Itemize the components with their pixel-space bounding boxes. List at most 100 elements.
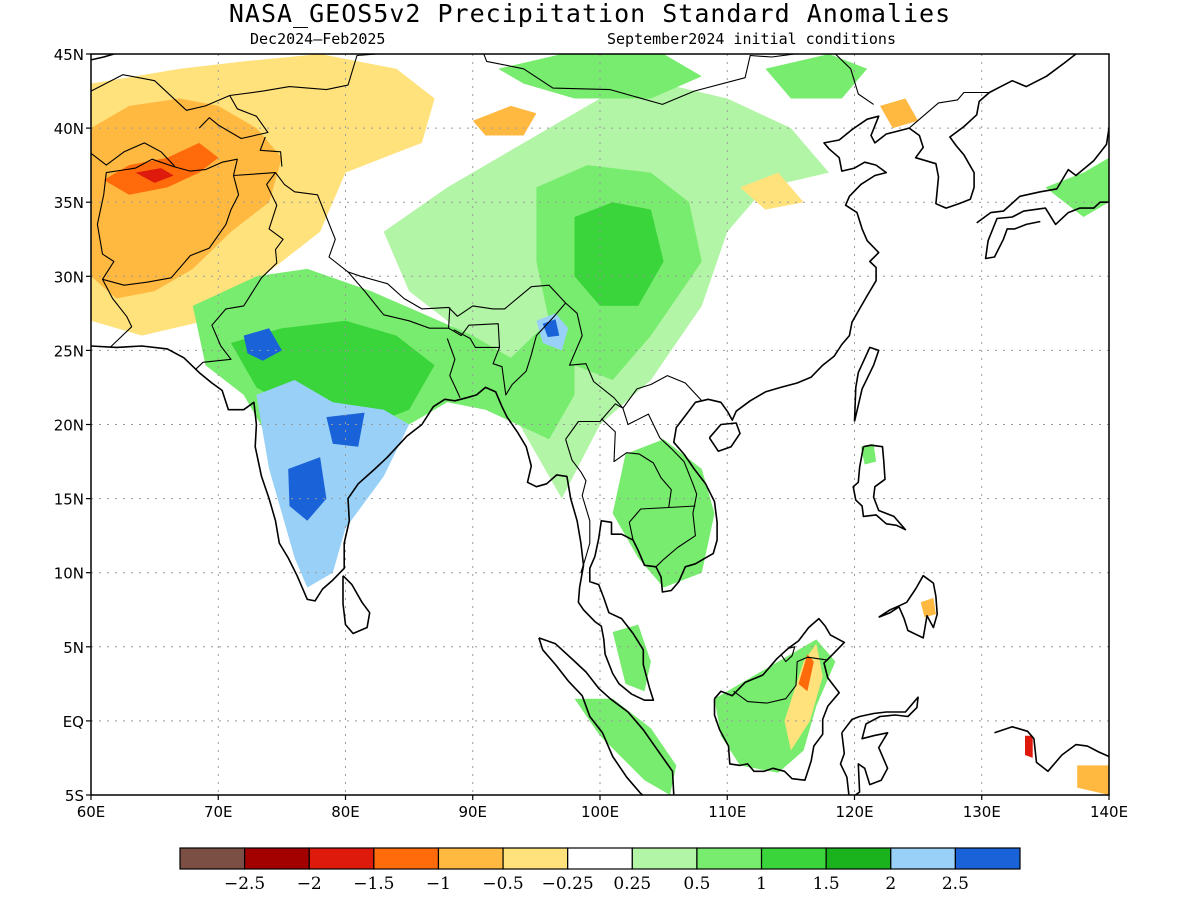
colorbar: −2.5 −2 −1.5 −1 −0.5 −0.25 0.25 0.5 1 1.5 2 2.5 <box>179 847 1021 894</box>
coastline <box>708 422 741 453</box>
country-border <box>259 136 283 167</box>
longitude-axis: 60E 70E 80E 90E 100E 110E 120E 130E 140E <box>77 795 1128 821</box>
colorbar-label: −2 <box>297 874 322 894</box>
colorbar-label: −1.5 <box>353 874 394 894</box>
colorbar-swatch <box>954 847 1021 870</box>
anomaly-region-mongolia-orange <box>472 105 537 136</box>
x-tick-label: 80E <box>331 803 360 821</box>
x-tick-label: 130E <box>963 803 1001 821</box>
colorbar-label: 0.25 <box>613 874 651 894</box>
y-tick-label: 25N <box>54 342 84 360</box>
country-border <box>194 172 284 371</box>
country-border <box>91 54 378 111</box>
anomaly-region-mindanao-orange <box>920 597 936 618</box>
coastline <box>976 127 1109 224</box>
x-tick-label: 70E <box>204 803 233 821</box>
anomaly-region-borneo-yellow <box>784 643 823 751</box>
anomaly-fill-layer <box>91 54 1109 795</box>
colorbar-label: 2 <box>885 874 896 894</box>
country-border <box>622 408 698 568</box>
coastlines <box>91 54 1109 795</box>
country-border <box>565 403 624 440</box>
anomaly-region-newguinea-red <box>1025 735 1033 758</box>
anomaly-region-india-blue <box>256 380 410 588</box>
country-border <box>102 279 133 348</box>
coastline <box>878 574 939 639</box>
colorbar-swatch <box>502 847 569 870</box>
latitude-axis: 45N 40N 35N 30N 25N 20N 15N 10N 5N EQ 5S <box>54 46 91 805</box>
anomaly-region-india-deep-blue-b <box>288 457 327 521</box>
map-subtitle-period: Dec2024–Feb2025 <box>250 30 385 48</box>
coastline <box>91 54 115 61</box>
country-border <box>483 54 795 105</box>
country-border <box>91 142 176 167</box>
colorbar-label: 1.5 <box>813 874 840 894</box>
country-border <box>835 54 874 105</box>
colorbar-label: −2.5 <box>224 874 265 894</box>
y-tick-label: 45N <box>54 46 84 64</box>
country-borders <box>91 54 990 704</box>
anomaly-region-philippines-green <box>860 443 877 465</box>
country-border <box>600 418 672 541</box>
coastline <box>994 725 1109 773</box>
colorbar-swatch <box>567 847 633 870</box>
x-tick-label: 100E <box>581 803 619 821</box>
anomaly-region-china-core-green <box>574 202 664 306</box>
country-border <box>446 338 461 399</box>
anomaly-region-korea-yellow <box>880 98 919 129</box>
country-border <box>103 158 703 409</box>
country-border <box>198 95 269 140</box>
colorbar-swatch <box>437 847 504 870</box>
y-tick-label: 5N <box>63 639 84 657</box>
anomaly-region-india-deep-blue-a <box>243 328 282 361</box>
anomaly-region-malaya-green <box>612 624 651 692</box>
x-tick-label: 140E <box>1090 803 1128 821</box>
colorbar-swatch <box>631 847 698 870</box>
map-title: NASA_GEOS5v2 Precipitation Standard Anom… <box>229 0 951 28</box>
colorbar-swatch <box>825 847 892 870</box>
coastline <box>839 696 919 795</box>
anomaly-region-ne-china-green <box>765 54 868 99</box>
x-tick-label: 60E <box>77 803 106 821</box>
country-border <box>733 656 828 704</box>
country-border <box>908 91 990 129</box>
coastline <box>852 444 907 531</box>
colorbar-label: −0.5 <box>482 874 523 894</box>
anomaly-region-borneo-orange <box>798 654 814 692</box>
country-border <box>492 302 567 396</box>
colorbar-swatch <box>373 847 440 870</box>
country-border <box>448 323 501 348</box>
coastline <box>853 346 880 422</box>
x-tick-label: 110E <box>708 803 746 821</box>
coastline <box>1107 794 1109 795</box>
anomaly-region-india-deep-blue-c <box>326 412 365 447</box>
colorbar-swatch <box>696 847 763 870</box>
anomaly-region-afghanistan-red <box>135 168 174 183</box>
country-border <box>565 439 591 573</box>
colorbar-swatch <box>890 847 956 870</box>
colorbar-label: 1 <box>756 874 767 894</box>
anomaly-region-newguinea-orange <box>1077 765 1109 795</box>
colorbar-swatch <box>760 847 827 870</box>
gridlines <box>91 54 1109 795</box>
x-tick-label: 120E <box>835 803 873 821</box>
anomaly-region-korea-japan-green <box>1045 157 1109 217</box>
y-tick-label: 40N <box>54 120 84 138</box>
y-tick-label: 15N <box>54 491 84 509</box>
x-tick-label: 90E <box>458 803 487 821</box>
country-border <box>96 175 240 286</box>
coastline <box>538 637 675 795</box>
coastline <box>342 575 371 635</box>
y-tick-label: 30N <box>54 268 84 286</box>
anomaly-region-northwest-green <box>498 54 702 99</box>
colorbar-swatch <box>244 847 310 870</box>
anomaly-region-west-asia-orange <box>91 98 282 299</box>
colorbar-swatch <box>179 847 246 870</box>
colorbar-swatch <box>308 847 375 870</box>
anomaly-region-china-north-yellow <box>740 172 804 210</box>
anomaly-region-sumatra-green <box>574 698 677 795</box>
y-tick-label: 5S <box>65 787 84 805</box>
colorbar-label: 0.5 <box>683 874 710 894</box>
y-tick-label: 20N <box>54 417 84 435</box>
